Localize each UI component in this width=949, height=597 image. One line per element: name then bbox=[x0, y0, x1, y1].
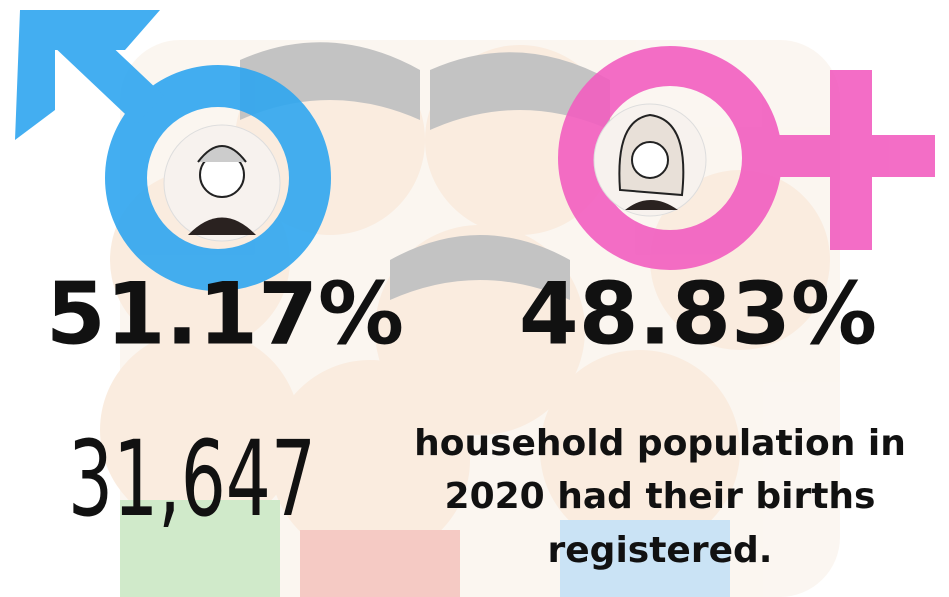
description-line: household population in bbox=[414, 423, 906, 464]
registered-count: 31,647 bbox=[68, 418, 316, 540]
description-line: registered. bbox=[548, 530, 773, 571]
male-avatar bbox=[164, 125, 280, 241]
description-line: 2020 had their births bbox=[445, 476, 876, 517]
female-percent: 48.83% bbox=[519, 264, 877, 364]
infographic: 51.17% 48.83% 31,647 household populatio… bbox=[0, 0, 949, 597]
female-avatar bbox=[594, 104, 706, 216]
male-percent: 51.17% bbox=[46, 264, 404, 364]
